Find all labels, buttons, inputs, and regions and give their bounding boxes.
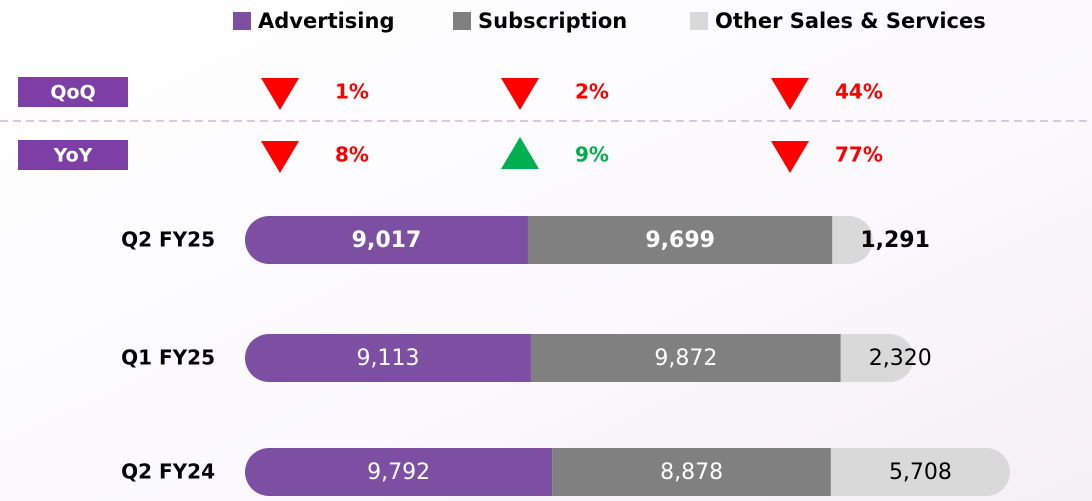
- change-arrow: [501, 78, 539, 110]
- change-value: 8%: [335, 143, 369, 167]
- legend-label: Other Sales & Services: [715, 9, 986, 33]
- change-value: 1%: [335, 80, 369, 104]
- legend-swatch: [233, 12, 251, 30]
- value-label: 9,872: [654, 346, 717, 371]
- value-label: 9,017: [352, 228, 422, 253]
- legend-label: Advertising: [258, 9, 395, 33]
- change-arrow: [261, 78, 299, 110]
- value-label: 8,878: [660, 460, 723, 485]
- bar-segment: [840, 334, 914, 382]
- bar-segment: [527, 216, 833, 264]
- bar-segment: [552, 448, 831, 496]
- legend-label: Subscription: [478, 9, 627, 33]
- category-label: Q2 FY25: [121, 228, 215, 252]
- value-label: 9,792: [367, 460, 430, 485]
- change-arrow: [261, 141, 299, 173]
- bar-segment: [245, 334, 531, 382]
- bar-segment: [832, 216, 873, 264]
- change-arrow: [771, 141, 809, 173]
- value-label: 9,699: [645, 228, 715, 253]
- change-arrow: [771, 78, 809, 110]
- category-label: Q2 FY24: [121, 460, 215, 484]
- value-label: 9,113: [356, 346, 419, 371]
- value-label: 5,708: [889, 460, 952, 485]
- value-label: 2,320: [869, 346, 932, 371]
- value-label: 1,291: [860, 228, 930, 253]
- legend-swatch: [453, 12, 471, 30]
- change-label: QoQ: [50, 82, 95, 104]
- legend-swatch: [690, 12, 708, 30]
- bar-segment: [530, 334, 841, 382]
- bar-segment: [245, 216, 528, 264]
- change-value: 9%: [575, 143, 609, 167]
- category-label: Q1 FY25: [121, 346, 215, 370]
- bar-segment: [245, 448, 553, 496]
- change-label-box: [18, 140, 128, 170]
- change-label: YoY: [53, 145, 93, 167]
- change-label-box: [18, 77, 128, 107]
- change-value: 77%: [835, 143, 883, 167]
- bar-segment: [830, 448, 1010, 496]
- change-value: 2%: [575, 80, 609, 104]
- change-arrow: [501, 137, 539, 169]
- change-value: 44%: [835, 80, 883, 104]
